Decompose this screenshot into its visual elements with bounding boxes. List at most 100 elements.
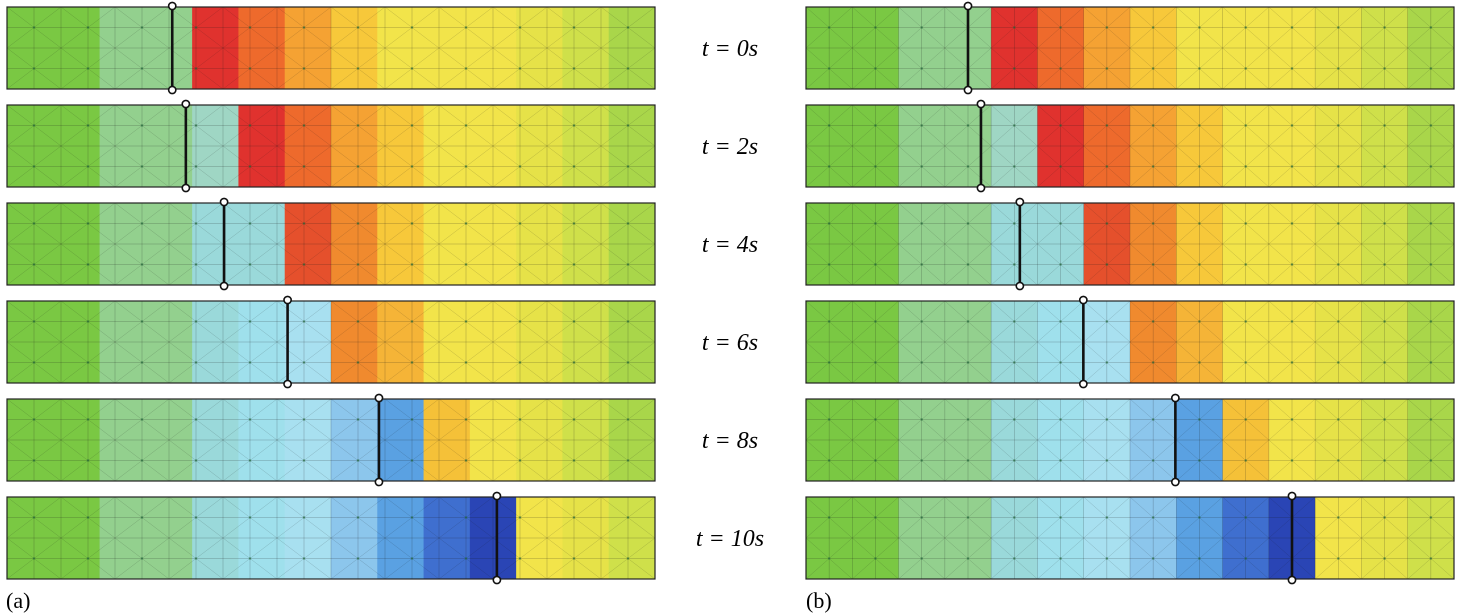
color-band bbox=[1407, 7, 1454, 89]
color-band bbox=[562, 7, 610, 89]
color-band bbox=[806, 399, 853, 481]
color-band bbox=[331, 497, 378, 579]
color-band bbox=[898, 203, 946, 285]
time-label: t = 0s bbox=[702, 36, 758, 62]
color-band bbox=[1176, 497, 1224, 579]
front-node-bottom bbox=[283, 379, 292, 389]
mesh-grid bbox=[806, 105, 1454, 187]
color-band bbox=[53, 7, 101, 89]
color-band bbox=[53, 203, 101, 285]
front-node-top bbox=[283, 295, 292, 305]
color-band bbox=[1407, 399, 1454, 481]
color-band bbox=[99, 105, 147, 187]
mesh-grid bbox=[7, 497, 655, 579]
color-band bbox=[99, 497, 147, 579]
color-band bbox=[944, 301, 992, 383]
color-band bbox=[99, 301, 147, 383]
color-band bbox=[331, 301, 378, 383]
color-band bbox=[284, 301, 332, 383]
color-band bbox=[516, 203, 564, 285]
strip-border bbox=[6, 300, 656, 384]
color-band bbox=[331, 203, 378, 285]
color-band bbox=[192, 203, 240, 285]
color-band bbox=[1037, 301, 1085, 383]
color-band bbox=[377, 497, 425, 579]
front-node-bottom bbox=[1170, 477, 1180, 487]
color-band bbox=[852, 203, 900, 285]
color-band bbox=[516, 399, 564, 481]
color-band bbox=[377, 7, 425, 89]
color-band bbox=[284, 203, 332, 285]
color-band bbox=[562, 399, 610, 481]
color-band bbox=[7, 203, 54, 285]
front-node-top bbox=[1287, 491, 1297, 501]
color-band bbox=[469, 497, 517, 579]
strip-border bbox=[805, 6, 1455, 90]
front-node-top bbox=[492, 491, 502, 501]
front-node-bottom bbox=[976, 183, 986, 193]
strip-b-0 bbox=[805, 1, 1455, 95]
strip-border bbox=[6, 104, 656, 188]
color-band bbox=[1222, 203, 1270, 285]
strip-border bbox=[805, 104, 1455, 188]
front-node-bottom bbox=[1078, 379, 1088, 389]
front-node-bottom bbox=[963, 85, 973, 95]
strip-b-4 bbox=[805, 393, 1455, 487]
color-band bbox=[192, 301, 240, 383]
mesh-grid bbox=[806, 399, 1454, 481]
color-band bbox=[991, 497, 1039, 579]
color-band bbox=[53, 301, 101, 383]
color-band bbox=[1407, 105, 1454, 187]
color-band bbox=[1176, 203, 1224, 285]
color-band bbox=[145, 497, 193, 579]
front-node-bottom bbox=[167, 85, 177, 95]
color-band bbox=[608, 105, 655, 187]
color-band bbox=[1176, 399, 1224, 481]
front-node-top bbox=[374, 393, 384, 403]
color-band bbox=[1176, 105, 1224, 187]
color-band bbox=[469, 399, 517, 481]
strip-border bbox=[805, 398, 1455, 482]
color-band bbox=[1407, 203, 1454, 285]
color-band bbox=[991, 399, 1039, 481]
color-band bbox=[1037, 105, 1085, 187]
time-label: t = 8s bbox=[702, 428, 758, 454]
color-band bbox=[1222, 301, 1270, 383]
color-band bbox=[944, 497, 992, 579]
color-band bbox=[238, 203, 286, 285]
color-band bbox=[1315, 203, 1363, 285]
time-labels: t = 0s t = 2s t = 4s t = 6s t = 8s t = 10s bbox=[696, 36, 764, 552]
front-node-bottom bbox=[1287, 575, 1297, 585]
color-band bbox=[1315, 105, 1363, 187]
color-band bbox=[377, 399, 425, 481]
color-band bbox=[852, 105, 900, 187]
color-band bbox=[608, 203, 655, 285]
color-band bbox=[1268, 7, 1316, 89]
color-band bbox=[898, 497, 946, 579]
color-band bbox=[608, 7, 655, 89]
color-band bbox=[898, 399, 946, 481]
color-band bbox=[1037, 497, 1085, 579]
strip-b-1 bbox=[805, 99, 1455, 193]
color-band bbox=[284, 399, 332, 481]
color-band bbox=[145, 203, 193, 285]
color-band bbox=[1222, 105, 1270, 187]
color-band bbox=[99, 7, 147, 89]
color-band bbox=[1315, 399, 1363, 481]
mesh-grid bbox=[806, 497, 1454, 579]
color-band bbox=[284, 497, 332, 579]
color-band bbox=[7, 399, 54, 481]
mesh-grid bbox=[7, 301, 655, 383]
color-band bbox=[1315, 497, 1363, 579]
color-band bbox=[852, 497, 900, 579]
color-band bbox=[1315, 7, 1363, 89]
color-band bbox=[1130, 105, 1177, 187]
color-band bbox=[53, 399, 101, 481]
color-band bbox=[99, 399, 147, 481]
panel-a bbox=[6, 1, 656, 585]
color-band bbox=[1130, 203, 1177, 285]
front-node-top bbox=[1015, 197, 1025, 207]
color-band bbox=[1268, 203, 1316, 285]
mesh-grid bbox=[7, 399, 655, 481]
color-band bbox=[562, 301, 610, 383]
